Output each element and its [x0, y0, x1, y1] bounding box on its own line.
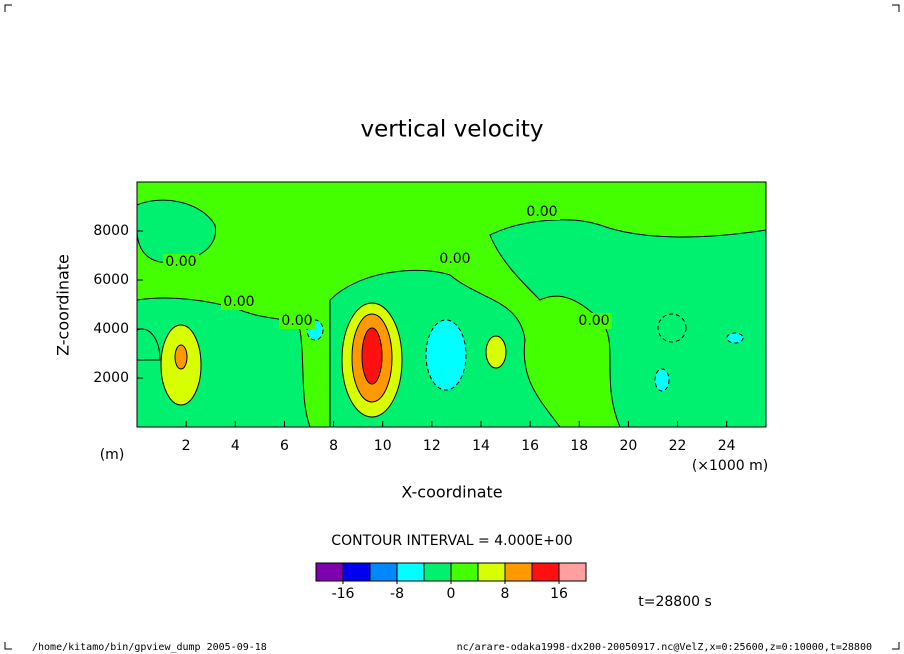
colorbar-box — [477, 562, 506, 582]
contour-region — [657, 313, 687, 343]
colorbar-box — [315, 562, 344, 582]
label-bg — [576, 313, 612, 329]
y-tick-label: 4000 — [93, 321, 129, 337]
x-tick-label: 8 — [329, 438, 338, 454]
x-unit: (×1000 m) — [692, 458, 768, 474]
x-tick-label: 12 — [423, 438, 441, 454]
contour-label: 0.00 — [223, 294, 254, 310]
label-bg — [221, 294, 257, 310]
colorbar-box — [396, 562, 425, 582]
y-tick-label: 6000 — [93, 272, 129, 288]
footer-left: /home/kitamo/bin/gpview_dump 2005-09-18 — [32, 642, 267, 653]
contour-label: 0.00 — [578, 313, 609, 329]
colorbar-tick-label: 0 — [447, 586, 456, 602]
label-bg — [524, 204, 560, 220]
corner-marks — [4, 4, 900, 650]
colorbar-box — [531, 562, 560, 582]
colorbar-tick-label: 16 — [550, 586, 568, 602]
x-tick-label: 16 — [521, 438, 539, 454]
contour-region — [489, 219, 766, 427]
x-tick-label: 4 — [231, 438, 240, 454]
y-unit: (m) — [100, 447, 125, 463]
contour-region — [425, 319, 467, 391]
contour-region — [174, 344, 188, 370]
label-bg — [437, 251, 473, 267]
chart-title: vertical velocity — [361, 117, 544, 143]
contour-region — [654, 368, 670, 392]
contour-label: 0.00 — [281, 313, 312, 329]
x-tick-label: 6 — [280, 438, 289, 454]
y-tick-label: 8000 — [93, 223, 129, 239]
x-tick-label: 20 — [619, 438, 637, 454]
colorbar-tick-label: -16 — [332, 586, 355, 602]
x-tick-label: 10 — [374, 438, 392, 454]
y-tick-label: 2000 — [93, 370, 129, 386]
x-tick-label: 2 — [182, 438, 191, 454]
colorbar-box — [504, 562, 533, 582]
contour-region — [361, 327, 383, 385]
x-tick-label: 14 — [472, 438, 490, 454]
y-axis-label: Z-coordinate — [54, 254, 73, 356]
contour-region — [137, 199, 216, 263]
contour-region — [485, 335, 507, 369]
colorbar-box — [423, 562, 452, 582]
label-bg — [279, 313, 315, 329]
x-tick-label: 18 — [570, 438, 588, 454]
colorbar-tick-label: 8 — [501, 586, 510, 602]
label-bg — [163, 254, 199, 270]
x-tick-label: 22 — [669, 438, 687, 454]
contour-region — [726, 332, 744, 344]
x-tick-label: 24 — [718, 438, 736, 454]
plot-frame — [136, 181, 767, 428]
colorbar-box — [450, 562, 479, 582]
contour-label: 0.00 — [526, 204, 557, 220]
contour-label: 0.00 — [165, 254, 196, 270]
colorbar-tick-label: -8 — [390, 586, 404, 602]
colorbar-box — [342, 562, 371, 582]
footer-right: nc/arare-odaka1998-dx200-20050917.nc@Vel… — [457, 642, 872, 653]
colorbar-box — [558, 562, 587, 582]
contour-field: 0.00 0.00 0.00 0.00 0.00 0.00 — [137, 182, 766, 427]
time-label: t=28800 s — [638, 594, 712, 610]
x-axis-label: X-coordinate — [401, 483, 502, 502]
contour-label: 0.00 — [439, 251, 470, 267]
contour-interval: CONTOUR INTERVAL = 4.000E+00 — [331, 533, 572, 549]
colorbar-box — [369, 562, 398, 582]
